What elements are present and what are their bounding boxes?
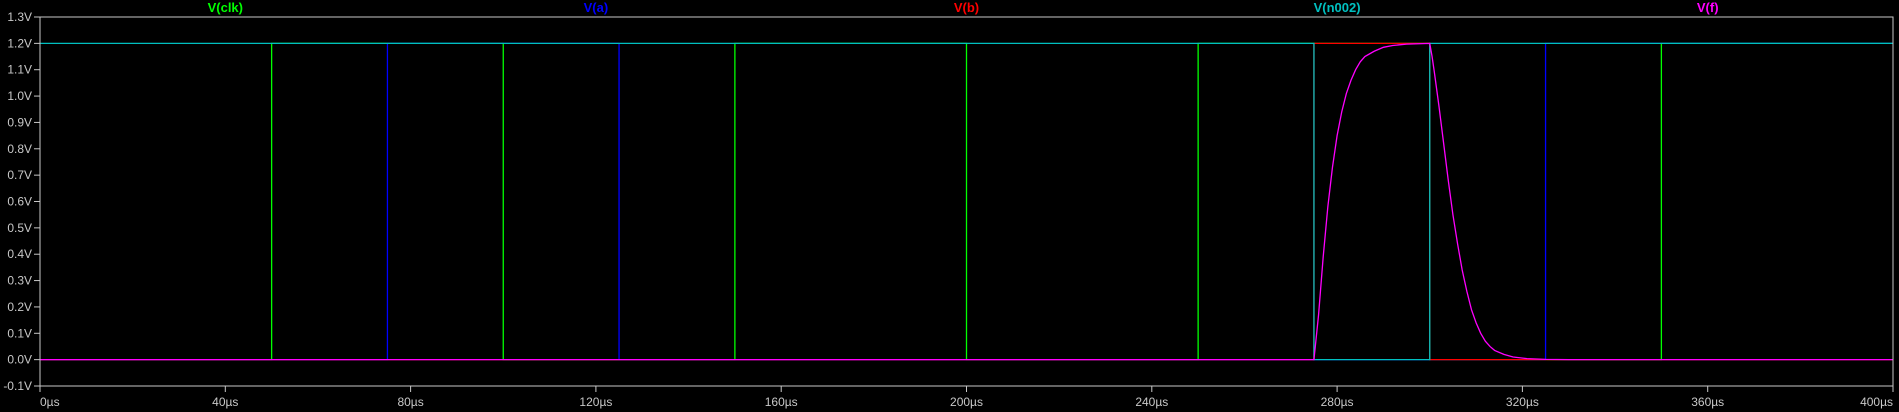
x-tick-label: 240µs	[1135, 395, 1168, 409]
legend-label[interactable]: V(b)	[954, 0, 979, 15]
legend-label[interactable]: V(a)	[584, 0, 609, 15]
y-tick-label: 0.7V	[7, 168, 32, 182]
x-tick-label: 120µs	[579, 395, 612, 409]
y-tick-label: 0.9V	[7, 115, 32, 129]
y-tick-label: 0.6V	[7, 195, 32, 209]
y-tick-label: 0.3V	[7, 274, 32, 288]
x-tick-label: 320µs	[1506, 395, 1539, 409]
x-tick-label: 200µs	[950, 395, 983, 409]
y-tick-label: 0.0V	[7, 353, 32, 367]
y-tick-label: 1.1V	[7, 63, 32, 77]
y-tick-label: 0.4V	[7, 247, 32, 261]
y-tick-label: 1.0V	[7, 89, 32, 103]
x-tick-label: 360µs	[1691, 395, 1724, 409]
legend-label[interactable]: V(clk)	[208, 0, 243, 15]
x-tick-label: 0µs	[40, 395, 60, 409]
y-tick-label: 0.1V	[7, 326, 32, 340]
y-tick-label: 0.5V	[7, 221, 32, 235]
x-tick-label: 400µs	[1860, 395, 1893, 409]
x-tick-label: 160µs	[765, 395, 798, 409]
trace-v-a	[40, 42, 1893, 361]
trace-v-n002	[40, 42, 1893, 361]
x-tick-label: 80µs	[397, 395, 423, 409]
y-axis: 1.3V 1.2V 1.1V 1.0V 0.9V 0.8V 0.7V 0.6V 0.5V 0.4V…	[3, 10, 40, 393]
x-axis: 0µs 40µs 80µs 120µs 160µs 200µs 240µs 280µs 320µ…	[39, 386, 1894, 409]
x-tick-label: 40µs	[212, 395, 238, 409]
y-tick-label: 1.2V	[7, 36, 32, 50]
legend: V(clk) V(a) V(b) V(n002) V(f)	[208, 0, 1719, 15]
legend-label[interactable]: V(n002)	[1314, 0, 1361, 15]
y-tick-label: 1.3V	[7, 10, 32, 24]
trace-v-f	[40, 42, 1893, 361]
y-tick-label: 0.2V	[7, 300, 32, 314]
y-tick-label: 0.8V	[7, 142, 32, 156]
y-tick-label: -0.1V	[3, 379, 32, 393]
x-tick-label: 280µs	[1321, 395, 1354, 409]
legend-label[interactable]: V(f)	[1697, 0, 1719, 15]
traces	[40, 42, 1893, 361]
